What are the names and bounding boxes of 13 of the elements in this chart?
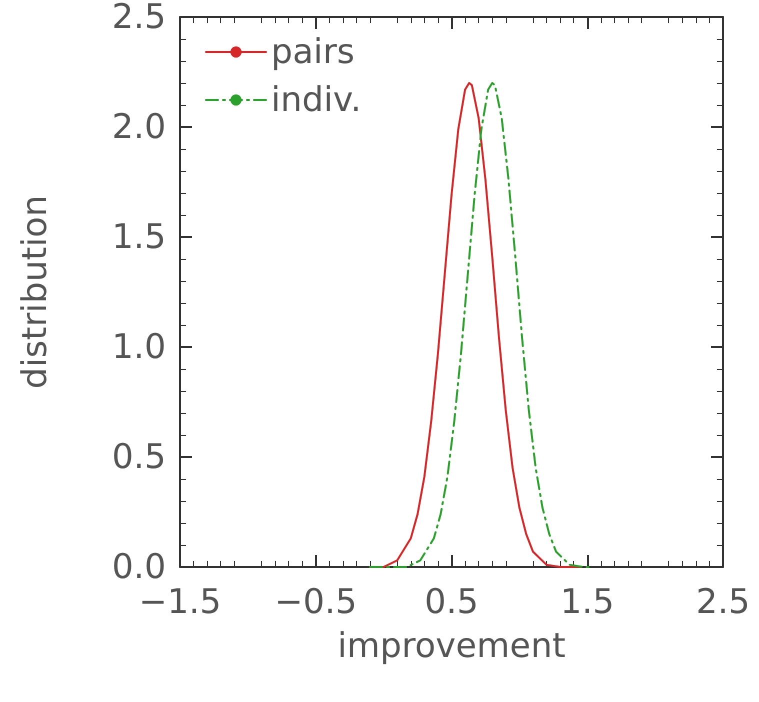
y-tick-label: 1.0 [112, 327, 166, 367]
x-tick-label: 0.5 [424, 582, 479, 622]
y-tick-label: 0.5 [112, 437, 166, 477]
legend-label: indiv. [271, 80, 362, 120]
y-tick-label: 2.0 [112, 107, 166, 147]
x-tick-label: 1.5 [560, 582, 614, 622]
y-tick-label: 2.5 [112, 0, 166, 37]
x-tick-label: −0.5 [274, 582, 358, 622]
x-axis-title: improvement [337, 626, 566, 666]
y-tick-label: 1.5 [112, 217, 166, 257]
legend-label: pairs [271, 32, 355, 72]
y-axis-title: distribution [15, 195, 55, 389]
x-tick-label: 2.5 [696, 582, 750, 622]
